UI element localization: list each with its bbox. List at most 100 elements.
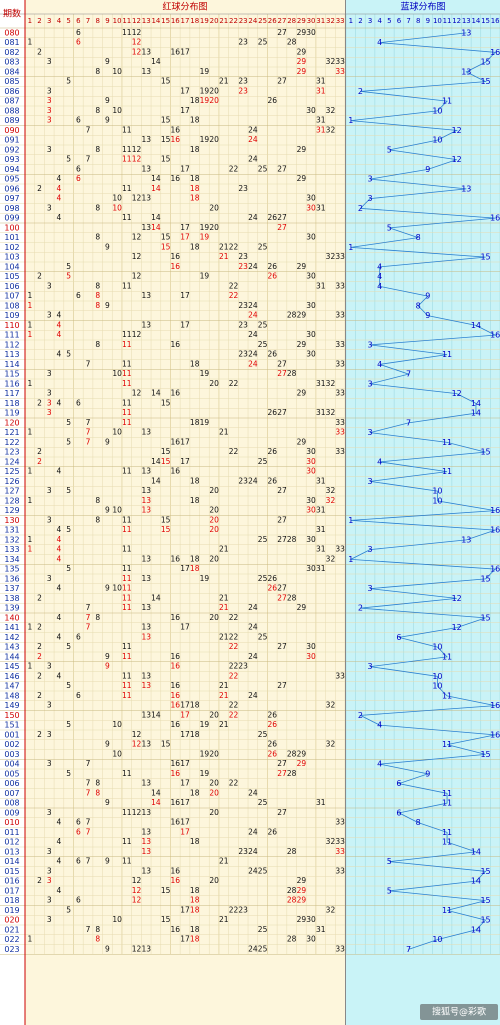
blue-number: 3	[368, 340, 373, 349]
period: 148	[4, 691, 19, 700]
red-number: 19	[200, 749, 210, 758]
red-number: 8	[95, 106, 100, 115]
blue-number: 5	[387, 886, 392, 895]
red-number: 19	[200, 96, 210, 105]
period: 111	[4, 331, 19, 340]
period: 124	[4, 457, 19, 466]
period: 131	[4, 526, 19, 535]
red-number: 9	[105, 116, 110, 125]
period: 149	[4, 701, 19, 710]
period: 118	[4, 399, 19, 408]
red-number: 20	[209, 96, 219, 105]
blue-number: 14	[471, 925, 481, 934]
red-number: 21	[219, 691, 229, 700]
red-number: 7	[86, 359, 91, 368]
period: 099	[4, 214, 19, 223]
red-number: 18	[190, 96, 200, 105]
period: 086	[4, 87, 19, 96]
red-number: 24	[248, 603, 258, 612]
red-number: 27	[277, 369, 287, 378]
red-number: 33	[335, 847, 345, 856]
blue-number: 3	[368, 662, 373, 671]
red-number: 22	[229, 701, 239, 710]
blue-number: 12	[452, 155, 462, 164]
red-number: 13	[141, 623, 151, 632]
red-number: 24	[248, 359, 258, 368]
red-number: 8	[95, 233, 100, 242]
red-number: 20	[209, 515, 219, 524]
red-number: 16	[171, 662, 181, 671]
blue-number: 2	[358, 604, 363, 613]
red-number: 9	[105, 506, 110, 515]
red-number: 9	[105, 740, 110, 749]
period: 103	[4, 253, 19, 262]
red-number: 32	[326, 57, 336, 66]
red-number: 11	[122, 642, 132, 651]
red-number: 30	[306, 233, 316, 242]
red-number: 31	[316, 564, 326, 573]
blue-col-label: 13	[462, 17, 471, 25]
red-number: 13	[141, 827, 151, 836]
red-number: 25	[258, 242, 268, 251]
red-number: 24	[248, 788, 258, 797]
red-number: 17	[180, 564, 190, 573]
red-number: 4	[57, 525, 62, 534]
red-number: 8	[95, 779, 100, 788]
red-number: 15	[161, 77, 171, 86]
red-number: 13	[141, 710, 151, 719]
period: 115	[4, 370, 19, 379]
red-number: 31	[316, 506, 326, 515]
red-number: 13	[141, 847, 151, 856]
red-number: 11	[122, 681, 132, 690]
blue-number: 13	[461, 67, 471, 76]
red-number: 8	[95, 496, 100, 505]
red-number: 13	[141, 135, 151, 144]
blue-number: 2	[358, 711, 363, 720]
red-number: 29	[297, 603, 307, 612]
red-number: 13	[141, 574, 151, 583]
red-number: 29	[297, 915, 307, 924]
red-number: 16	[171, 866, 181, 875]
red-number: 9	[105, 798, 110, 807]
red-number: 14	[151, 223, 161, 232]
red-number: 28	[287, 886, 297, 895]
red-number: 5	[66, 681, 71, 690]
red-number: 16	[171, 389, 181, 398]
red-number: 13	[141, 681, 151, 690]
period: 116	[4, 379, 19, 388]
red-number: 20	[209, 223, 219, 232]
red-number: 2	[37, 876, 42, 885]
period: 142	[4, 633, 19, 642]
blue-number: 12	[452, 389, 462, 398]
red-number: 23	[238, 350, 248, 359]
red-number: 8	[95, 925, 100, 934]
period: 151	[4, 721, 19, 730]
blue-number: 11	[442, 828, 452, 837]
red-number: 4	[57, 671, 62, 680]
red-number: 5	[66, 155, 71, 164]
red-number: 16	[171, 554, 181, 563]
red-number: 11	[122, 857, 132, 866]
red-number: 11	[122, 184, 132, 193]
red-col-label: 31	[316, 17, 325, 25]
red-number: 3	[47, 281, 52, 290]
red-number: 1	[27, 496, 32, 505]
red-number: 30	[306, 935, 316, 944]
red-number: 6	[76, 116, 81, 125]
red-number: 5	[66, 564, 71, 573]
red-number: 24	[248, 155, 258, 164]
red-number: 24	[248, 847, 258, 856]
red-number: 29	[297, 174, 307, 183]
blue-number: 11	[442, 691, 452, 700]
red-number: 26	[267, 96, 277, 105]
red-number: 3	[47, 866, 52, 875]
blue-number: 16	[490, 506, 500, 515]
red-number: 24	[248, 691, 258, 700]
red-number: 18	[190, 730, 200, 739]
red-number: 2	[37, 671, 42, 680]
red-number: 9	[105, 584, 110, 593]
red-number: 25	[258, 925, 268, 934]
blue-col-label: 2	[358, 17, 362, 25]
period: 091	[4, 136, 19, 145]
period: 005	[4, 769, 19, 778]
